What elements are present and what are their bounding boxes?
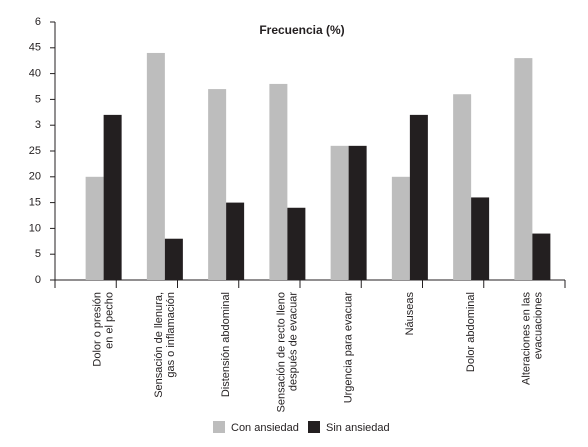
bar: [409, 114, 428, 280]
bar: [514, 58, 533, 281]
y-tick-label: 40: [29, 68, 41, 80]
x-tick-label: Sensación de recto lleno: [275, 292, 287, 412]
legend-swatch: [213, 421, 225, 433]
y-tick-label: 5: [35, 93, 41, 105]
bar: [146, 52, 165, 281]
bar: [453, 94, 472, 281]
y-tick-label: 10: [29, 222, 41, 234]
x-tick-label: Dolor abdominal: [465, 292, 477, 372]
x-tick-label: después de evacuar: [287, 292, 299, 391]
x-tick-label: Náuseas: [404, 292, 416, 336]
bar: [103, 114, 122, 280]
x-tick-label: Distensión abdominal: [220, 292, 232, 397]
x-tick-label: Sensación de llenura,: [153, 292, 165, 398]
bar: [208, 89, 227, 280]
bar: [391, 176, 410, 280]
y-tick-label: 0: [35, 274, 41, 286]
bar: [85, 176, 104, 280]
bar: [471, 197, 490, 280]
legend-swatch: [308, 421, 320, 433]
x-tick-label: evacuaciones: [532, 292, 544, 360]
bar: [164, 238, 183, 280]
bar: [269, 83, 288, 280]
bar: [226, 202, 245, 280]
bar: [348, 145, 367, 280]
legend-label: Con ansiedad: [231, 422, 299, 434]
y-tick-label: 45: [29, 42, 41, 54]
y-tick-label: 6: [35, 16, 41, 28]
bar: [330, 145, 349, 280]
y-tick-label: 3: [35, 119, 41, 131]
x-tick-label: gas o inflamación: [165, 292, 177, 378]
x-tick-label: Dolor o presión: [92, 292, 104, 367]
y-tick-label: 20: [29, 171, 41, 183]
x-tick-label: en el pecho: [104, 292, 116, 349]
y-tick-label: 5: [35, 248, 41, 260]
legend-label: Sin ansiedad: [326, 422, 390, 434]
y-tick-label: 25: [29, 145, 41, 157]
bar: [287, 207, 306, 280]
chart-title: Frecuencia (%): [259, 23, 344, 37]
y-tick-label: 15: [29, 197, 41, 209]
bar: [532, 233, 551, 280]
x-tick-label: Urgencia para evacuar: [343, 292, 355, 404]
x-tick-label: Alteraciones en las: [520, 292, 532, 385]
